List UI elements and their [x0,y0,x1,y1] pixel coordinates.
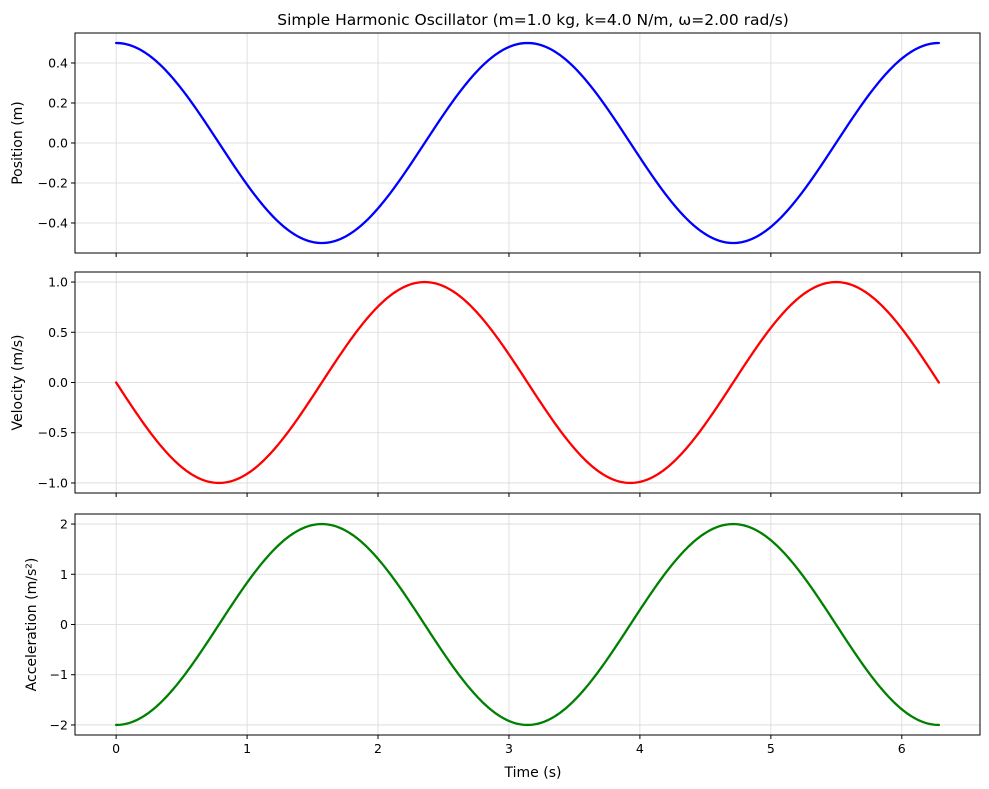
velocity-panel: −1.0 −0.5 0.0 0.5 1.0 Velocity (m/s) [10,271,981,497]
velocity-y-tick-label: 0.5 [48,325,68,340]
position-y-tick-label: 0.4 [48,56,68,71]
x-tick-label: 1 [243,741,251,756]
x-tick-label: 0 [112,741,120,756]
acceleration-series-line [114,522,941,727]
velocity-y-axis-label: Velocity (m/s) [10,335,26,431]
chart-title: Simple Harmonic Oscillator (m=1.0 kg, k=… [277,11,789,29]
x-tick-label: 2 [374,741,382,756]
position-y-tick-label: −0.4 [38,216,68,231]
velocity-y-tick-label: −0.5 [38,425,68,440]
position-grid [75,33,980,253]
acceleration-y-tick-label: 1 [60,567,68,582]
x-tick-label: 4 [636,741,644,756]
velocity-series-line [114,280,941,485]
position-panel: −0.4 −0.2 0.0 0.2 0.4 Position (m) [10,32,981,257]
position-y-tick-label: 0.2 [48,96,68,111]
x-tick-label: 5 [767,741,775,756]
position-y-tick-label: −0.2 [38,176,68,191]
acceleration-y-axis-label: Acceleration (m/s²) [24,558,40,692]
x-tick-label: 3 [505,741,513,756]
acceleration-panel: 0 1 2 3 4 5 6 −2 −1 0 1 2 Acceleration (m/s²) [24,513,981,756]
acceleration-grid [75,514,980,735]
x-tick-label: 6 [898,741,906,756]
position-y-axis-label: Position (m) [10,101,26,185]
acceleration-y-tick-label: 0 [60,617,68,632]
position-series-line [114,41,941,245]
acceleration-y-tick-label: −1 [50,667,68,682]
position-y-tick-label: 0.0 [48,136,68,151]
velocity-y-tick-label: 1.0 [48,275,68,290]
velocity-y-tick-label: 0.0 [48,375,68,390]
x-axis-label: Time (s) [504,765,562,781]
acceleration-y-tick-label: −2 [50,717,68,732]
acceleration-y-tick-label: 2 [60,517,68,532]
velocity-y-tick-label: −1.0 [38,475,68,490]
